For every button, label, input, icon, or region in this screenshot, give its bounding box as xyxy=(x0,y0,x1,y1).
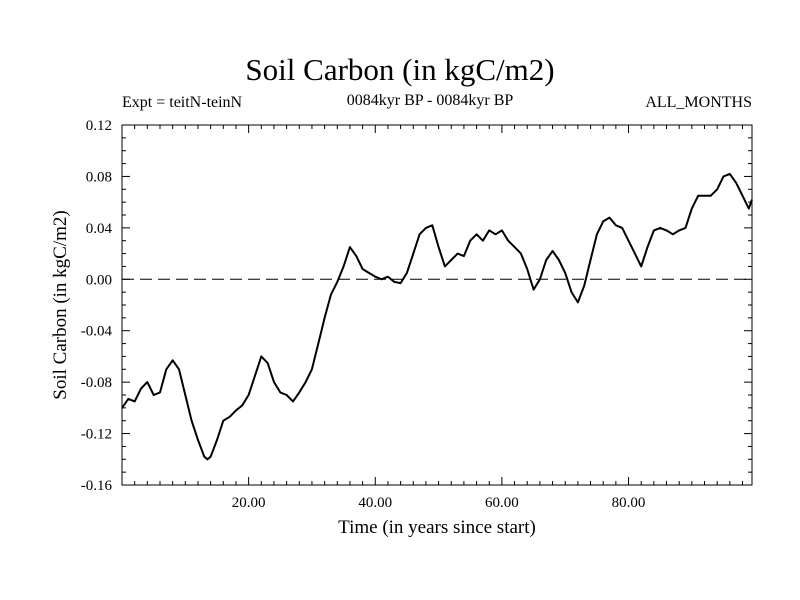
y-tick-label: -0.12 xyxy=(81,427,112,443)
y-tick-label: 0.04 xyxy=(86,221,113,237)
x-tick-label: 80.00 xyxy=(612,495,646,511)
experiment-label: Expt = teitN-teinN xyxy=(122,94,243,111)
y-tick-label: 0.12 xyxy=(86,118,112,134)
x-axis-label: Time (in years since start) xyxy=(338,517,536,538)
y-axis-label: Soil Carbon (in kgC/m2) xyxy=(50,210,71,399)
x-tick-label: 60.00 xyxy=(485,495,519,511)
chart-title: Soil Carbon (in kgC/m2) xyxy=(245,52,555,87)
period-label: 0084kyr BP - 0084kyr BP xyxy=(346,92,514,109)
y-tick-label: -0.16 xyxy=(81,478,113,494)
x-tick-label: 20.00 xyxy=(232,495,266,511)
months-label: ALL_MONTHS xyxy=(645,94,752,111)
y-tick-label: -0.04 xyxy=(81,324,113,340)
y-tick-label: 0.08 xyxy=(86,169,112,185)
series-line xyxy=(121,172,753,461)
x-tick-label: 40.00 xyxy=(358,495,392,511)
y-tick-label: 0.00 xyxy=(86,272,112,288)
plot-frame xyxy=(121,124,753,486)
y-tick-label: -0.08 xyxy=(81,375,112,391)
